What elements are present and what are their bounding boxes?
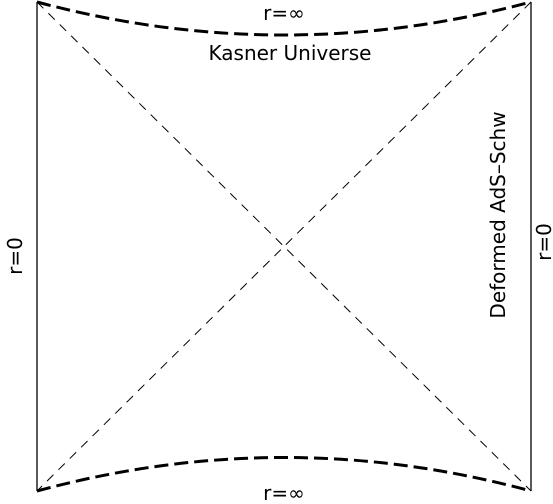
top-boundary-curve [36, 0, 532, 37]
left-boundary-label: r=0 [3, 237, 27, 275]
right-region-label: Deformed AdS–Schw [486, 111, 510, 318]
right-boundary-label: r=0 [532, 223, 553, 261]
bottom-boundary-curve [36, 456, 532, 493]
bottom-boundary-label: r=∞ [263, 481, 305, 504]
horizon-diagonal-descending [36, 1, 532, 492]
horizon-diagonal-ascending [36, 1, 532, 492]
top-boundary-label: r=∞ [263, 1, 305, 25]
top-region-label: Kasner Universe [209, 41, 372, 65]
